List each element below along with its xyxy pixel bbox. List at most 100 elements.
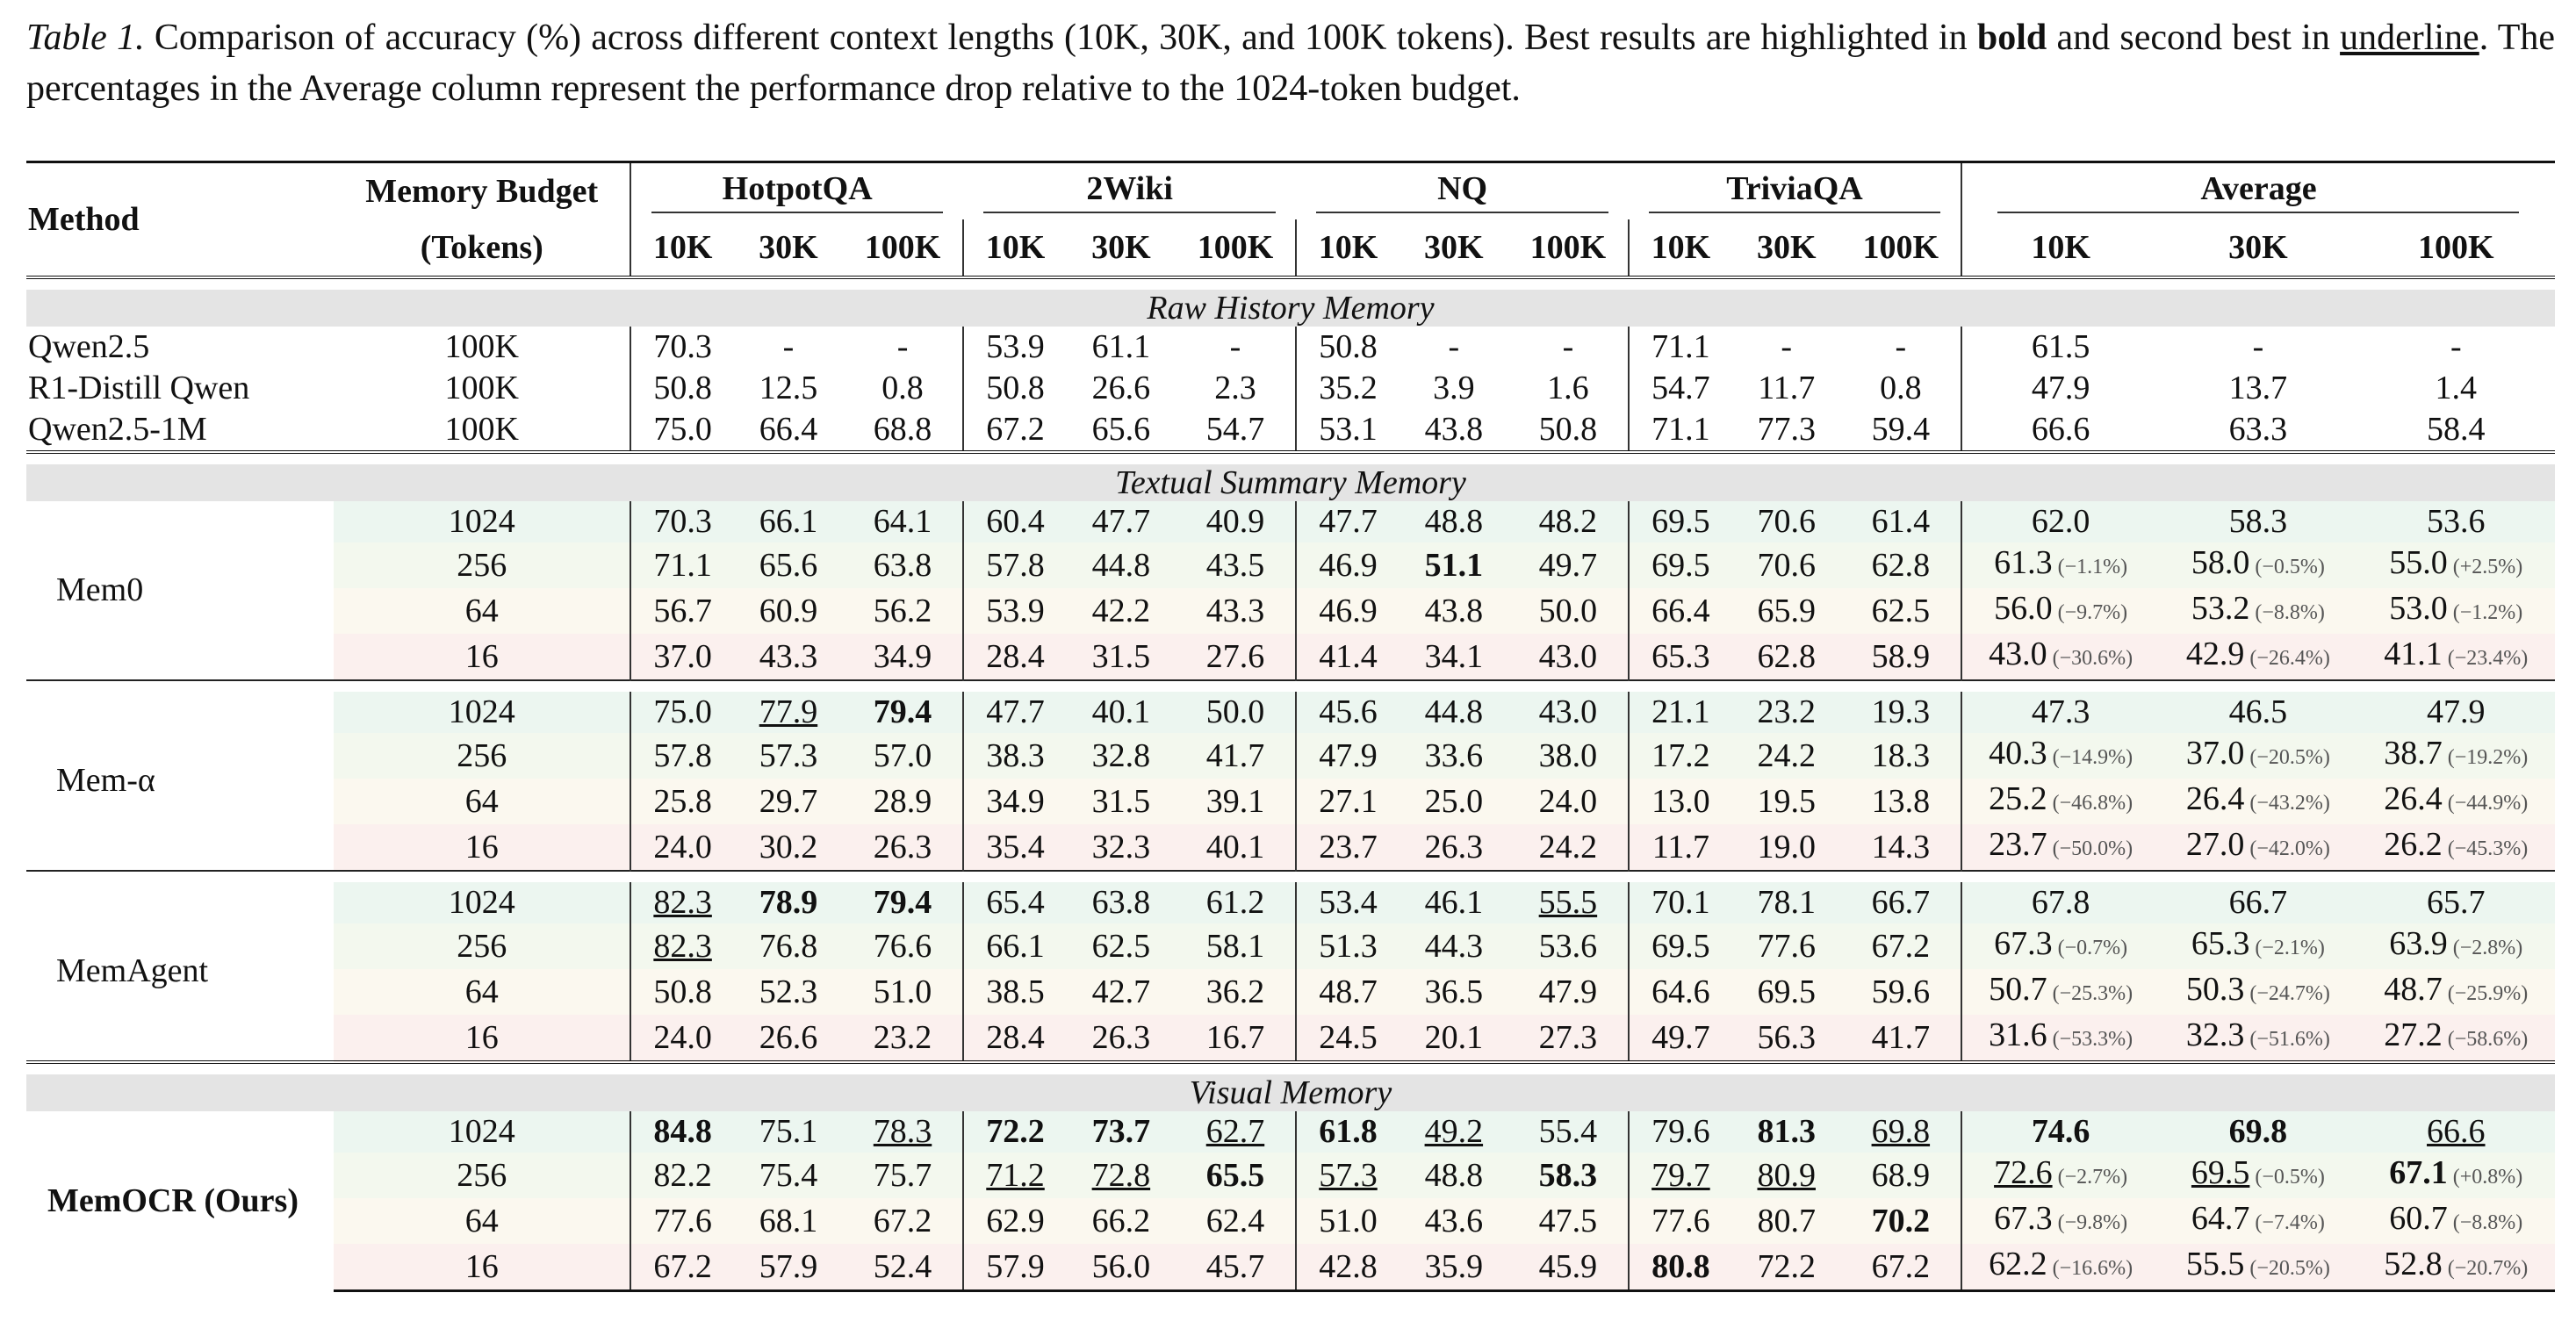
score-cell: 36.5 [1399,969,1508,1015]
group-header-triviaqa: TriviaQA [1629,162,1961,220]
score-cell: 68.8 [873,411,932,448]
table-row: R1-Distill Qwen 100K 50.8 12.5 0.8 50.8 26.6 2.… [26,368,2555,409]
average-cell: 53.6 [2357,501,2555,542]
score-cell: 62.8 [1731,634,1841,680]
memory-budget: 256 [334,1153,631,1198]
method-header: Method [28,201,140,238]
average-cell: 63.9 (−2.8%) [2357,923,2555,969]
caption-text-2: and second best in [2047,18,2341,58]
score-cell: 43.8 [1399,588,1508,634]
score-cell: 68.9 [1840,1153,1961,1198]
score-cell: 43.5 [1175,542,1297,588]
score-cell: 77.6 [1731,923,1841,969]
average-cell: 47.9 [2357,692,2555,733]
score-cell: 35.4 [962,824,1067,871]
subcol-header: 30K [1424,229,1484,266]
score-cell: 25.8 [630,779,734,824]
score-cell: 31.5 [1066,634,1176,680]
section-title: Visual Memory [26,1074,2555,1111]
table-row: 16 24.0 30.2 26.3 35.4 32.3 40.1 23.7 26.3 24.2 11… [26,824,2555,871]
relative-drop: (−9.7%) [2057,601,2128,624]
score-cell: 50.8 [1295,327,1400,368]
table-row: 256 57.8 57.3 57.0 38.3 32.8 41.7 47.9 33.6 38.0 1… [26,733,2555,779]
score-cell: 62.5 [1840,588,1961,634]
relative-drop: (−43.2%) [2249,792,2330,815]
score-cell: 28.9 [842,779,964,824]
average-cell: 31.6 (−53.3%) [1960,1015,2160,1062]
memory-budget: 1024 [334,882,631,923]
average-cell: 60.7 (−8.8%) [2357,1198,2555,1244]
average-cell: 58.0 (−0.5%) [2159,542,2357,588]
score-cell: 34.1 [1399,634,1508,680]
score-cell: 0.8 [881,370,924,406]
score-cell: 65.6 [1091,411,1151,448]
score-cell: 40.1 [1066,692,1176,733]
method-name: MemAgent [26,882,335,1062]
table-row: 16 24.0 26.6 23.2 28.4 26.3 16.7 24.5 20.1 27.3 49… [26,1015,2555,1062]
table-row: 256 71.1 65.6 63.8 57.8 44.8 43.5 46.9 51.1 49.7 6… [26,542,2555,588]
average-cell: 63.3 [2228,411,2288,448]
subcol-header: 100K [864,229,941,266]
memory-budget: 1024 [334,692,631,733]
average-cell: 48.7 (−25.9%) [2357,969,2555,1015]
score-cell: 78.1 [1731,882,1841,923]
results-table: Method Memory Budget HotpotQA 2Wiki NQ T… [26,161,2555,1292]
caption-bold-word: bold [1976,18,2047,58]
table-row: MemOCR (Ours) 1024 84.8 75.1 78.3 72.2 73.7 62.… [26,1111,2555,1291]
score-cell: 55.5 [1507,882,1630,923]
score-cell: 13.0 [1628,779,1732,824]
score-cell: 51.0 [842,969,964,1015]
score-cell: - [1448,328,1460,365]
score-cell: 41.7 [1175,733,1297,779]
score-cell: 50.0 [1175,692,1297,733]
memory-budget: 64 [334,1198,631,1244]
section-title: Raw History Memory [26,290,2555,327]
score-cell: 58.3 [1507,1153,1630,1198]
score-cell: 55.4 [1507,1111,1630,1153]
memory-budget: 100K [444,411,519,448]
score-cell: 26.6 [1091,370,1151,406]
score-cell: 35.9 [1399,1244,1508,1292]
score-cell: 82.3 [630,882,734,923]
table-caption: Table 1. Comparison of accuracy (%) acro… [26,12,2555,114]
relative-drop: (−9.8%) [2057,1211,2128,1234]
relative-drop: (−25.9%) [2447,982,2529,1005]
score-cell: 76.6 [842,923,964,969]
average-cell: 67.3 (−0.7%) [1960,923,2160,969]
score-cell: 58.9 [1840,634,1961,680]
average-cell: 55.5 (−20.5%) [2159,1244,2357,1292]
score-cell: - [1895,328,1907,365]
average-cell: 37.0 (−20.5%) [2159,733,2357,779]
relative-drop: (−50.0%) [2052,837,2133,860]
memory-budget: 16 [334,1244,631,1292]
table-row: Qwen2.5 100K 70.3 - - 53.9 61.1 - 50.8 - - 71.1 - - 61… [26,327,2555,368]
score-cell: 64.6 [1628,969,1732,1015]
memory-budget: 1024 [334,1111,631,1153]
score-cell: 34.9 [842,634,964,680]
score-cell: 50.8 [1538,411,1598,448]
table-row: 64 25.8 29.7 28.9 34.9 31.5 39.1 27.1 25.0 24.0 13… [26,779,2555,824]
table-row: Mem0 1024 70.3 66.1 64.1 60.4 47.7 40.9 47.7 48.8… [26,501,2555,680]
score-cell: 21.1 [1628,692,1732,733]
score-cell: 79.7 [1628,1153,1732,1198]
score-cell: 71.1 [1628,327,1732,368]
average-cell: 26.4 (−44.9%) [2357,779,2555,824]
score-cell: 70.1 [1628,882,1732,923]
score-cell: 39.1 [1175,779,1297,824]
score-cell: 57.0 [842,733,964,779]
score-cell: 47.7 [1066,501,1176,542]
score-cell: 42.7 [1066,969,1176,1015]
score-cell: 54.7 [1205,411,1265,448]
score-cell: 60.4 [962,501,1067,542]
score-cell: - [1229,328,1241,365]
average-cell: 40.3 (−14.9%) [1960,733,2160,779]
subcol-header: 10K [1960,219,2160,277]
score-cell: 29.7 [733,779,843,824]
group-header-nq: NQ [1296,162,1629,220]
score-cell: 57.8 [630,733,734,779]
score-cell: 63.8 [1066,882,1176,923]
score-cell: 19.5 [1731,779,1841,824]
average-cell: - [2450,328,2462,365]
method-name: Qwen2.5 [28,328,150,365]
score-cell: 41.7 [1840,1015,1961,1062]
